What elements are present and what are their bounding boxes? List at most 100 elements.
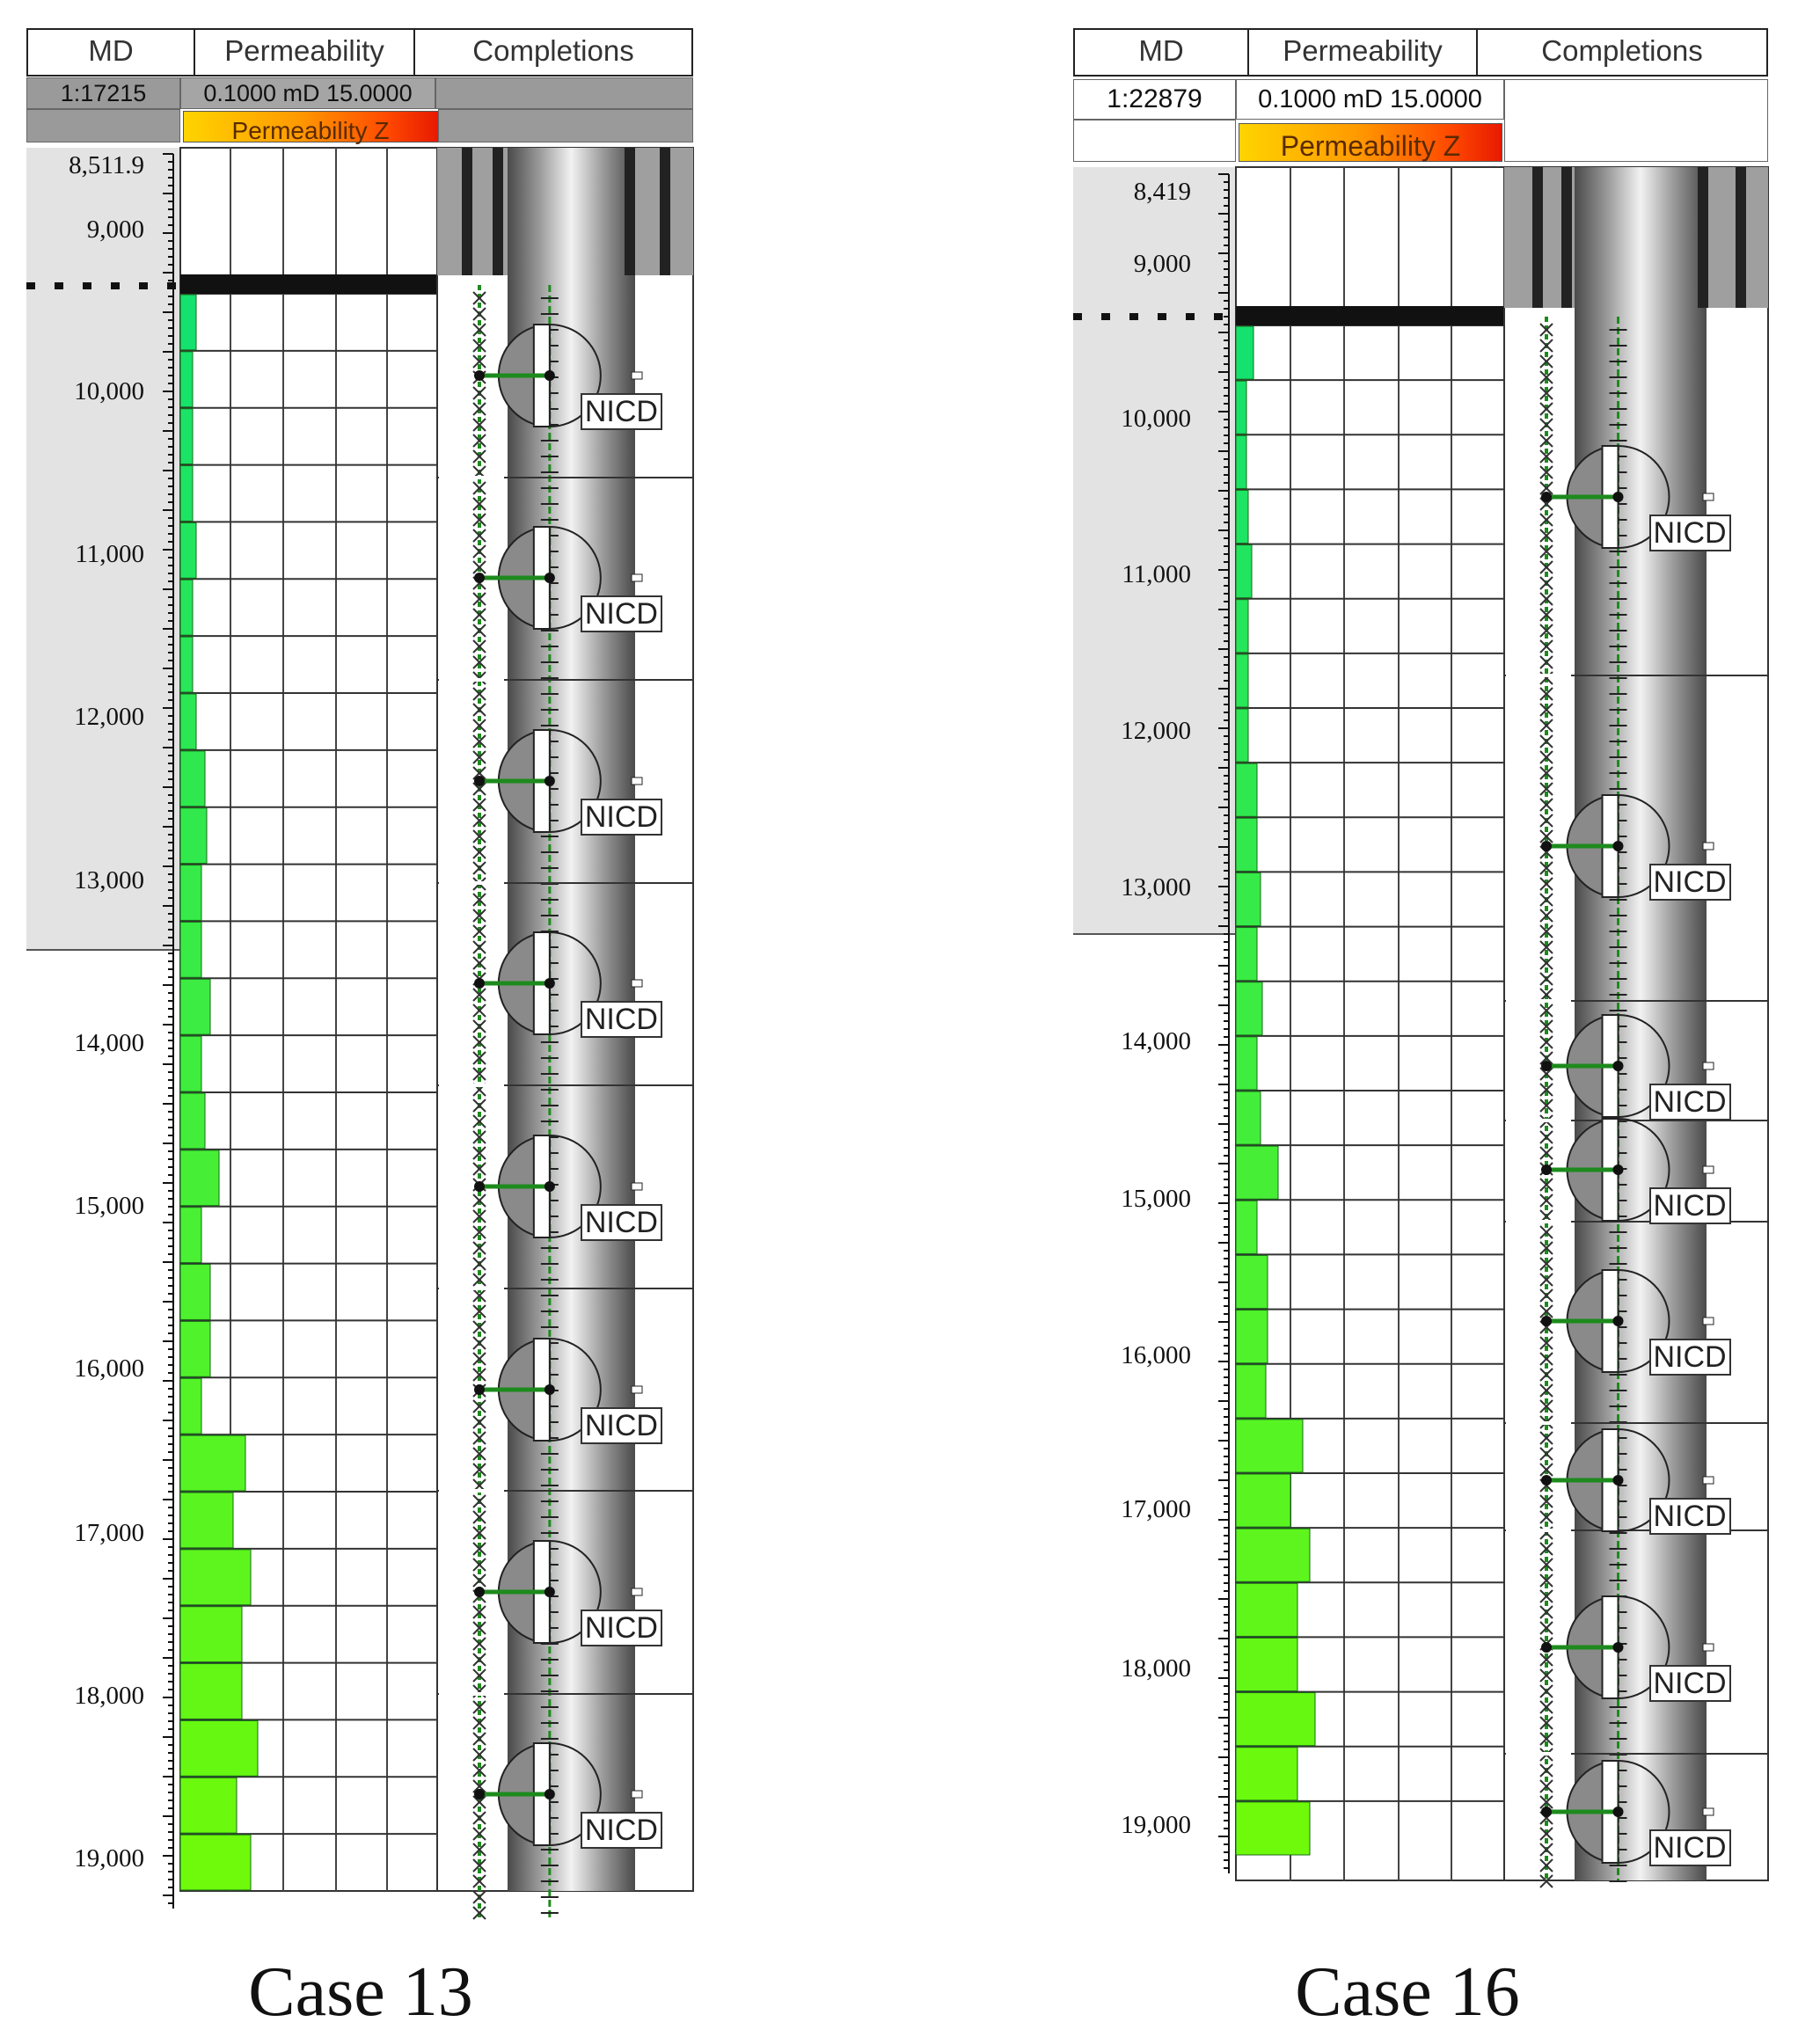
screen-mark — [472, 924, 486, 938]
screen-mark — [472, 1558, 486, 1572]
md-tick-label: 17,000 — [1121, 1495, 1191, 1523]
permeability-bar — [1235, 380, 1247, 434]
md-track-background — [1073, 167, 1236, 934]
permeability-bar — [179, 408, 194, 465]
packer — [1506, 1421, 1571, 1425]
screen-mark — [1539, 1146, 1553, 1160]
valve-node — [1612, 1316, 1624, 1326]
screen-mark — [1539, 513, 1553, 527]
screen-mark — [1539, 1684, 1553, 1698]
permeability-bar — [179, 1606, 243, 1663]
permeability-bar — [179, 465, 194, 522]
packer — [1506, 1220, 1571, 1223]
valve-housing-outline — [548, 1539, 602, 1645]
valve-node — [1612, 1475, 1624, 1486]
screen-mark — [472, 861, 486, 875]
screen-mark — [472, 655, 486, 669]
permeability-bar — [1235, 1473, 1291, 1528]
md-tick-label: 9,000 — [1133, 250, 1191, 278]
permeability-bar — [179, 978, 211, 1035]
screen-mark — [472, 1035, 486, 1049]
screen-mark — [472, 592, 486, 606]
completion-elements — [1504, 317, 1768, 1888]
valve-port — [1702, 493, 1714, 501]
perm-top-marker — [1236, 306, 1504, 325]
valve-port — [631, 1588, 643, 1596]
screen-mark — [1539, 972, 1553, 986]
screen-mark — [1539, 1352, 1553, 1366]
screen-mark — [1539, 766, 1553, 780]
screen-mark — [1539, 1130, 1553, 1144]
permeability-range: 0.1000 mD 15.0000 — [1236, 79, 1504, 120]
permeability-bar — [1235, 1254, 1268, 1310]
permeability-bar — [179, 1663, 243, 1719]
completions-header-fill-2 — [438, 109, 693, 142]
md-tick-label: 8,419 — [1133, 178, 1191, 206]
permeability-bar — [1235, 982, 1263, 1036]
screen-mark — [472, 1795, 486, 1809]
valve-housing-outline — [548, 1134, 602, 1239]
screen-mark — [472, 1225, 486, 1239]
permeability-z-colorbar: Permeability Z — [183, 111, 438, 144]
completion-elements — [437, 285, 693, 1920]
md-track-background — [26, 148, 180, 950]
screen-mark — [472, 608, 486, 622]
screen-mark — [1539, 956, 1553, 970]
nicd-valve-label: NICD — [580, 1204, 662, 1241]
screen-mark — [1539, 909, 1553, 923]
screen-mark — [472, 624, 486, 638]
md-tick-label: 16,000 — [74, 1354, 144, 1383]
nicd-valve-label: NICD — [580, 1812, 662, 1849]
screen-mark — [472, 766, 486, 780]
md-column-header: MD — [26, 28, 195, 77]
scale-label: 1:22879 — [1073, 79, 1236, 120]
nicd-valve-label: NICD — [1648, 1665, 1731, 1702]
screen-mark — [472, 307, 486, 321]
valve-node — [1541, 1061, 1552, 1071]
screen-mark — [1539, 829, 1553, 843]
packer — [1506, 1119, 1571, 1122]
permeability-bar — [179, 351, 194, 408]
valve-housing-outline — [1617, 444, 1670, 550]
permeability-bar — [179, 1377, 202, 1434]
screen-mark — [1539, 750, 1553, 764]
screen-mark — [1539, 1273, 1553, 1287]
md-tick-label: 11,000 — [75, 540, 144, 568]
screen-mark — [1539, 592, 1553, 606]
packer — [439, 881, 504, 885]
screen-mark — [1539, 1827, 1553, 1841]
valve-node — [474, 978, 485, 989]
screen-mark — [472, 1431, 486, 1445]
valve-node — [544, 1384, 555, 1395]
screen-mark — [1539, 655, 1553, 669]
screen-mark — [472, 1542, 486, 1556]
screen-mark — [472, 814, 486, 828]
valve-port — [631, 1182, 643, 1191]
screen-mark — [472, 544, 486, 558]
md-tick-label: 17,000 — [74, 1519, 144, 1547]
valve-node — [474, 1789, 485, 1799]
permeability-bar — [179, 579, 194, 636]
valve-node — [1612, 841, 1624, 851]
permeability-bar — [1235, 544, 1253, 599]
screen-mark — [1539, 402, 1553, 416]
permeability-bar — [179, 1719, 259, 1777]
permeability-column-header: Permeability — [194, 28, 415, 77]
md-tick-label: 13,000 — [1121, 873, 1191, 902]
screen-mark — [472, 1146, 486, 1160]
permeability-bar — [1235, 1528, 1311, 1582]
screen-mark — [472, 1748, 486, 1762]
screen-mark — [1539, 1510, 1553, 1524]
valve-node — [474, 573, 485, 583]
md-tick-label: 16,000 — [1121, 1341, 1191, 1369]
valve-node — [474, 1384, 485, 1395]
screen-mark — [472, 481, 486, 495]
permeability-bar — [1235, 1582, 1298, 1637]
screen-mark — [472, 1304, 486, 1318]
screen-mark — [1539, 1700, 1553, 1714]
screen-mark — [472, 1573, 486, 1588]
screen-mark — [472, 734, 486, 748]
screen-mark — [472, 1336, 486, 1350]
screen-mark — [1539, 1843, 1553, 1857]
screen-mark — [1539, 988, 1553, 1002]
